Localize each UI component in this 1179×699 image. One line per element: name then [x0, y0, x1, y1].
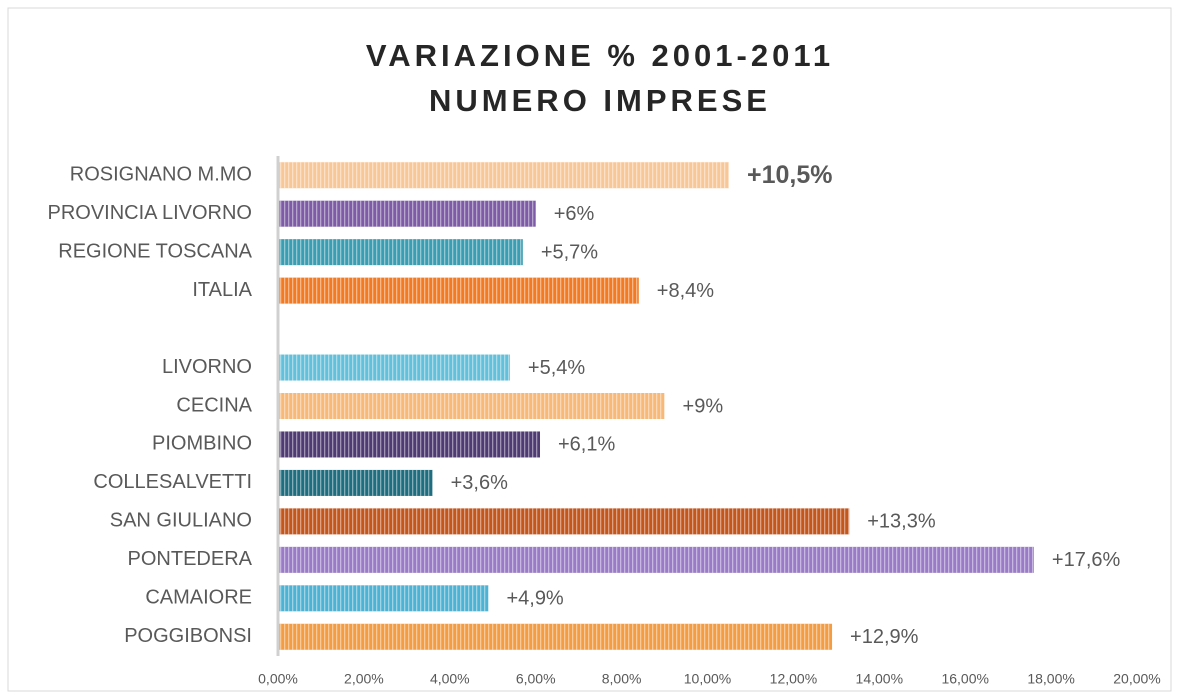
x-tick-label: 18,00%: [1027, 671, 1074, 687]
bar-texture: [278, 354, 510, 381]
y-tick-label: CAMAIORE: [145, 587, 252, 609]
data-label: +9%: [683, 395, 724, 417]
y-tick-label: REGIONE TOSCANA: [58, 240, 252, 262]
y-tick-label: ROSIGNANO M.MO: [70, 164, 252, 186]
x-tick-label: 16,00%: [941, 671, 988, 687]
x-tick-label: 2,00%: [344, 671, 384, 687]
y-tick-label: ITALIA: [192, 279, 252, 301]
bar-texture: [278, 393, 665, 419]
bar-texture: [278, 200, 536, 227]
data-label: +12,9%: [850, 626, 919, 648]
x-tick-label: 12,00%: [770, 671, 817, 687]
y-tick-label: SAN GIULIANO: [110, 510, 252, 532]
x-tick-label: 20,00%: [1113, 671, 1160, 687]
data-label: +8,4%: [657, 280, 714, 302]
bar-texture: [278, 469, 433, 496]
x-tick-label: 8,00%: [602, 671, 642, 687]
bar-texture: [278, 623, 833, 650]
y-tick-label: POGGIBONSI: [124, 625, 252, 647]
data-label: +6%: [554, 203, 595, 225]
chart-title: VARIAZIONE % 2001-2011: [366, 38, 834, 73]
data-label: +10,5%: [747, 161, 833, 189]
y-tick-label: PROVINCIA LIVORNO: [48, 202, 253, 224]
bar-texture: [278, 431, 540, 458]
bar-texture: [278, 546, 1034, 573]
data-label: +5,7%: [541, 241, 598, 263]
bar-texture: [278, 277, 639, 304]
bar-texture: [278, 162, 729, 189]
data-label: +13,3%: [867, 511, 936, 533]
data-label: +4,9%: [506, 588, 563, 610]
y-tick-label: PIOMBINO: [152, 433, 252, 455]
bar-texture: [278, 585, 489, 612]
data-label: +3,6%: [451, 472, 508, 494]
x-tick-label: 10,00%: [684, 671, 731, 687]
y-tick-label: COLLESALVETTI: [93, 471, 252, 493]
x-tick-label: 4,00%: [430, 671, 470, 687]
y-tick-label: LIVORNO: [162, 356, 252, 378]
data-label: +5,4%: [528, 357, 585, 379]
x-tick-label: 6,00%: [516, 671, 556, 687]
y-tick-label: PONTEDERA: [128, 548, 253, 570]
chart-title: NUMERO IMPRESE: [429, 83, 771, 118]
chart-border: [7, 7, 1172, 692]
y-tick-label: CECINA: [176, 394, 252, 416]
x-tick-label: 14,00%: [856, 671, 903, 687]
data-label: +17,6%: [1052, 549, 1121, 571]
bar-texture: [278, 508, 850, 535]
data-label: +6,1%: [558, 434, 615, 456]
x-tick-label: 0,00%: [258, 671, 298, 687]
bar-texture: [278, 239, 523, 266]
